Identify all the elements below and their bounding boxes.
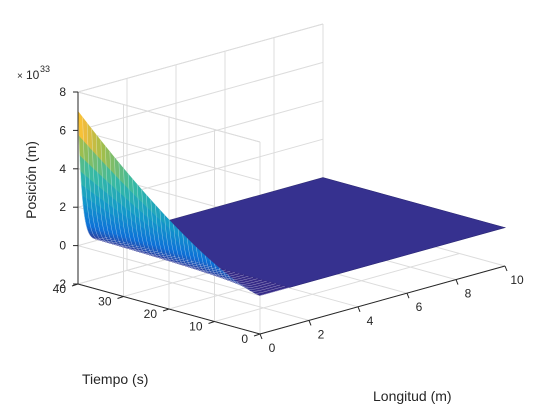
surface-meshline: [186, 238, 217, 271]
y-tick: [253, 333, 261, 337]
surface-meshline: [159, 209, 190, 263]
surface-meshline: [86, 122, 117, 242]
surface-meshline: [155, 204, 185, 262]
surface-meshline: [259, 287, 290, 296]
surface-meshline: [227, 275, 258, 284]
z-tick-label: 0: [59, 239, 66, 253]
surface-meshline: [114, 157, 144, 250]
y-tick-label: 0: [241, 332, 248, 346]
surface-meshline: [146, 194, 176, 259]
axes-lines: [71, 91, 508, 340]
grid-backwall-z: [77, 61, 324, 131]
box-edge: [77, 23, 324, 93]
z-tick-label: -2: [55, 277, 66, 291]
x-tick: [308, 320, 312, 326]
surface-meshline: [100, 140, 131, 246]
grid-sidewall-z: [77, 129, 261, 181]
box-edge: [77, 91, 261, 143]
y-tick-label: 40: [53, 282, 67, 296]
z-exponent: × 10 33: [17, 64, 50, 82]
grid-lines: [77, 23, 506, 335]
surface-meshline: [105, 146, 135, 248]
surface-meshline: [209, 259, 240, 278]
surface-meshline: [118, 162, 149, 251]
surface-meshline: [91, 128, 122, 244]
y-axis-label: Tiempo (s): [82, 371, 148, 387]
surface-meshline: [200, 251, 231, 275]
z-exponent-power: 33: [40, 64, 50, 74]
surface-meshline: [241, 282, 272, 288]
x-tick: [406, 293, 410, 299]
surface-meshline: [77, 111, 108, 240]
x-tick: [504, 265, 508, 272]
surface-meshline: [127, 173, 158, 254]
surface-meshline: [237, 280, 267, 287]
surface-meshline: [168, 219, 199, 266]
z-tick-label: 4: [59, 162, 66, 176]
z-exponent-base: 10: [26, 68, 40, 82]
surface-meshline: [173, 224, 203, 267]
surface-meshline: [232, 278, 263, 285]
surface-meshline: [141, 189, 172, 258]
surface-meshline: [177, 229, 208, 269]
x-tick: [259, 333, 263, 340]
x-tick-label: 6: [416, 300, 423, 314]
y-tick-label: 20: [144, 307, 158, 321]
y-tick: [117, 296, 124, 299]
x-tick: [357, 306, 361, 312]
z-axis-label: Posición (m): [23, 141, 39, 219]
grid-floor-y: [214, 253, 460, 322]
y-tick: [162, 308, 170, 312]
x-tick-label: 8: [465, 287, 472, 301]
grid-backwall-z: [77, 100, 324, 170]
x-tick-label: 4: [367, 314, 374, 328]
y-tick-label: 30: [98, 295, 112, 309]
grid-sidewall-z: [77, 245, 261, 297]
z-exponent-times: ×: [17, 71, 23, 82]
surface-meshline: [132, 178, 163, 255]
surface-meshline: [218, 267, 249, 281]
surface-meshline: [255, 285, 285, 294]
surface-meshline: [95, 134, 126, 245]
x-tick-label: 2: [318, 327, 325, 341]
z-tick-label: 8: [59, 85, 66, 99]
tick-labels: 0 2 4 6 8 10 0 10 20 30 40-2 0 2 4 6 8: [53, 85, 524, 355]
surface-meshline: [205, 255, 235, 277]
surface-meshline: [164, 214, 194, 265]
x-tick-label: 10: [510, 273, 524, 287]
z-tick-label: 2: [59, 200, 66, 214]
x-axis-label: Longitud (m): [373, 388, 452, 404]
x-axis-line: [259, 265, 506, 335]
x-tick: [455, 279, 459, 285]
surface-meshline: [150, 199, 181, 261]
surface-meshline: [136, 184, 167, 257]
surface-meshline: [123, 168, 153, 253]
surface-meshline: [196, 247, 226, 274]
y-tick: [208, 321, 215, 324]
z-tick-label: 6: [59, 123, 66, 137]
y-tick-label: 10: [189, 320, 203, 334]
surface-meshline: [250, 284, 281, 292]
surface-meshline: [182, 233, 213, 270]
surface-meshline: [246, 283, 276, 290]
surface-meshline: [109, 151, 140, 249]
surface-mesh: [77, 110, 507, 296]
x-tick-label: 0: [269, 341, 276, 355]
